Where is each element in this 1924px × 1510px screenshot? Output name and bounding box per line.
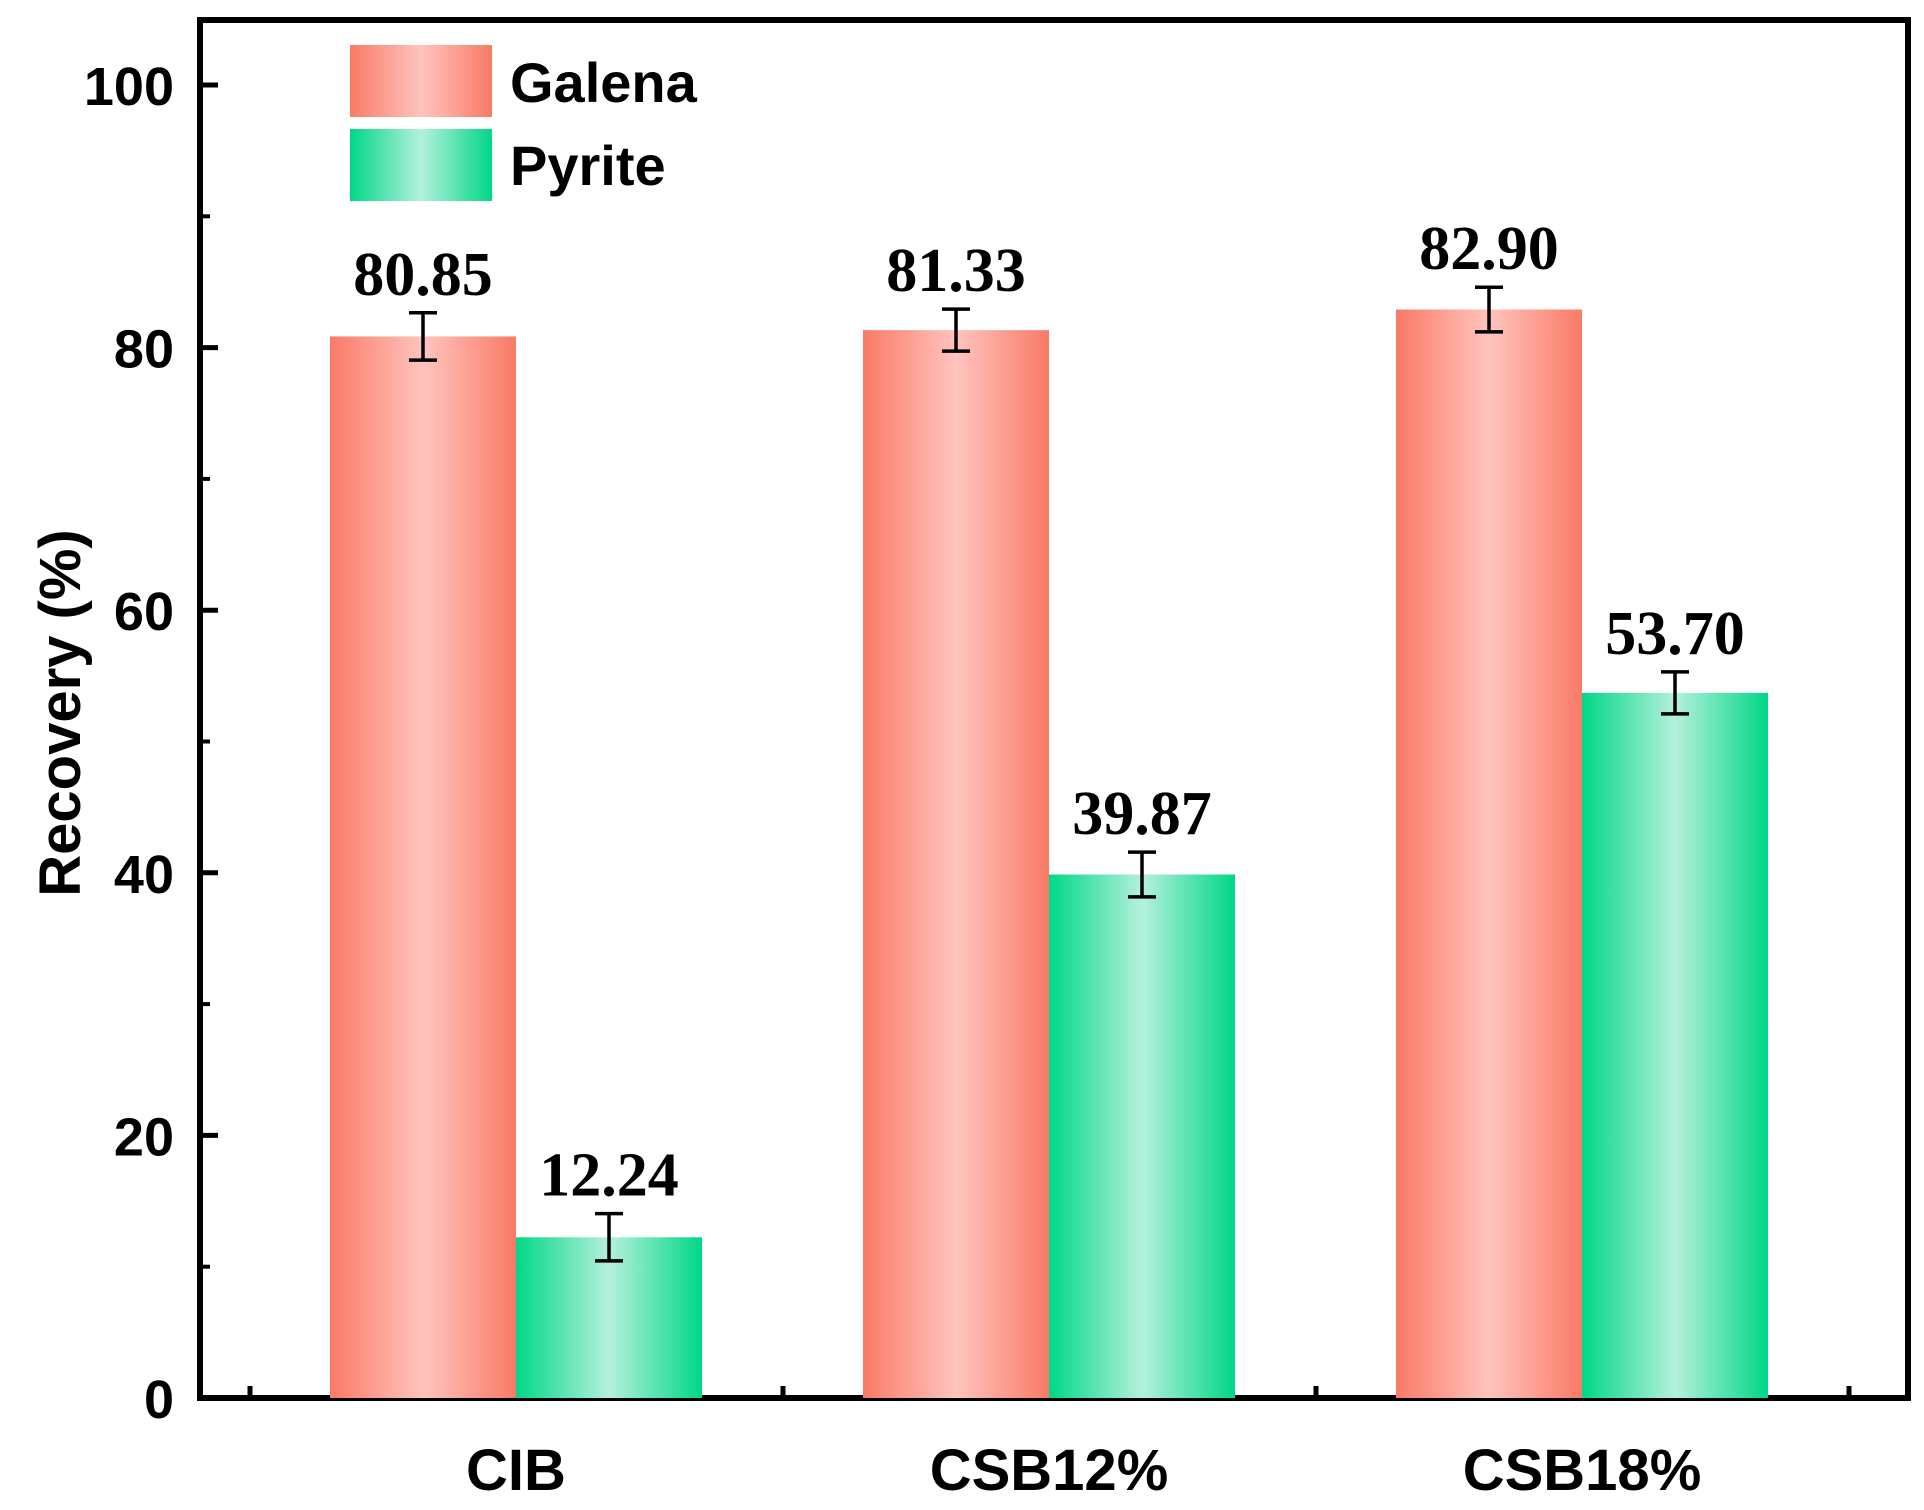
legend-swatch-pyrite [350, 129, 492, 201]
x-axis: CIB CSB12% CSB18% [247, 1386, 1852, 1503]
value-labels: 80.85 81.33 82.90 12.24 39.87 53.70 [353, 215, 1745, 1209]
data-label-galena-CSB12%: 81.33 [886, 237, 1026, 305]
y-tick-label-0: 0 [144, 1370, 174, 1430]
y-tick-label-80: 80 [114, 320, 174, 380]
y-tick-label-60: 60 [114, 582, 174, 642]
x-tick-label-CSB12%: CSB12% [930, 1438, 1169, 1503]
y-axis-title: Recovery (%) [28, 529, 93, 896]
bar-pyrite-CSB12% [1049, 874, 1235, 1398]
data-label-pyrite-CSB12%: 39.87 [1072, 780, 1212, 848]
data-label-pyrite-CIB: 12.24 [539, 1142, 679, 1210]
bar-pyrite-CSB18% [1582, 692, 1768, 1398]
error-bar-galena-CSB12% [942, 307, 970, 353]
legend-label-pyrite: Pyrite [510, 134, 666, 197]
legend-swatch-galena [350, 45, 492, 117]
x-tick-label-CSB18%: CSB18% [1463, 1438, 1702, 1503]
y-tick-label-20: 20 [114, 1107, 174, 1167]
bar-galena-CSB12% [863, 330, 1049, 1398]
data-label-galena-CSB18%: 82.90 [1419, 215, 1559, 283]
error-bar-pyrite-CSB18% [1661, 670, 1689, 716]
y-tick-label-100: 100 [84, 57, 174, 117]
x-tick-label-CIB: CIB [466, 1438, 566, 1503]
error-bar-pyrite-CSB12% [1128, 850, 1156, 899]
y-axis: 0 20 40 60 80 100 [84, 57, 218, 1430]
error-bar-galena-CIB [409, 311, 437, 362]
bar-galena-CIB [330, 336, 516, 1399]
legend: Galena Pyrite [350, 45, 698, 201]
bars [330, 309, 1768, 1399]
error-bars [409, 285, 1689, 1263]
error-bar-galena-CSB18% [1475, 285, 1503, 334]
data-label-pyrite-CSB18%: 53.70 [1605, 600, 1745, 668]
error-bar-pyrite-CIB [595, 1211, 623, 1263]
y-tick-label-40: 40 [114, 845, 174, 905]
bar-galena-CSB18% [1396, 309, 1582, 1399]
bar-pyrite-CIB [516, 1237, 702, 1398]
data-label-galena-CIB: 80.85 [353, 241, 493, 309]
legend-label-galena: Galena [510, 51, 698, 114]
